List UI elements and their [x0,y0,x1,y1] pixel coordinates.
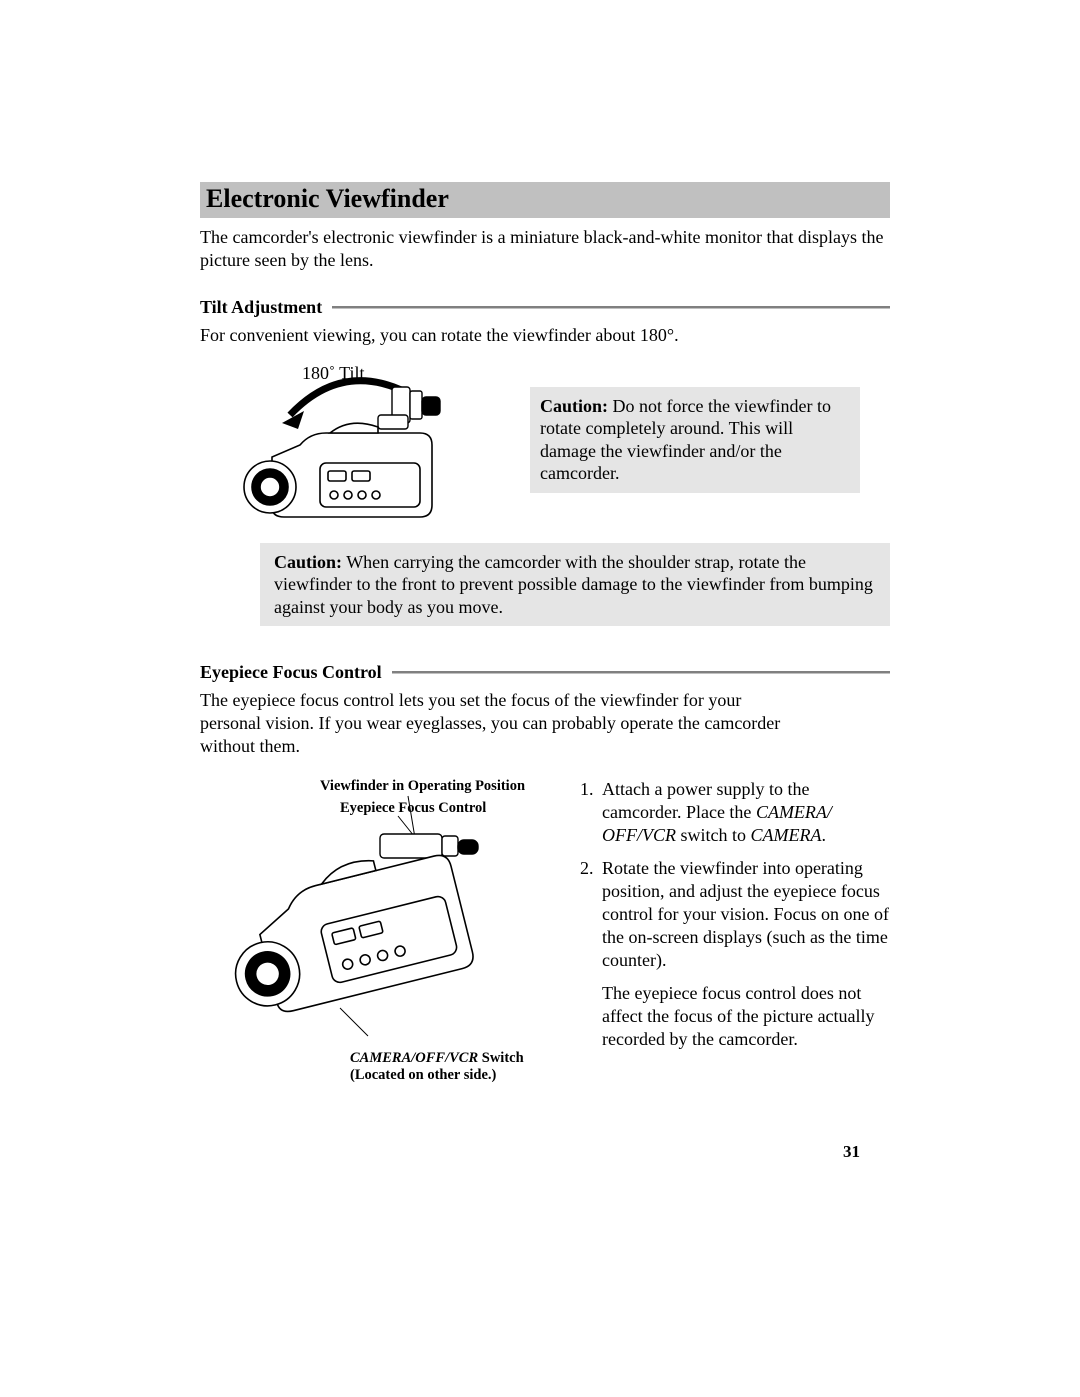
tilt-label: 180˚ Tilt [302,363,365,384]
caution-label: Caution: [274,552,342,572]
subheading-eyepiece: Eyepiece Focus Control [200,662,392,683]
switch-label-italic: CAMERA/OFF/VCR [350,1050,478,1066]
fig2-label-focus: Eyepiece Focus Control [340,800,486,817]
step-number: 1. [580,778,602,847]
subheading-row-eyepiece: Eyepiece Focus Control [200,662,890,683]
switch-label-rest: Switch [478,1050,524,1066]
step-number: 2. [580,857,602,972]
manual-page: Electronic Viewfinder The camcorder's el… [200,182,890,1051]
section-title-bar: Electronic Viewfinder [200,182,890,218]
subheading-tilt: Tilt Adjustment [200,297,332,318]
intro-paragraph: The camcorder's electronic viewfinder is… [200,226,890,271]
instruction-list: 1. Attach a power supply to the camcorde… [580,778,890,1051]
subheading-rule [392,671,890,674]
fig2-label-switch: CAMERA/OFF/VCR Switch (Located on other … [350,1050,524,1084]
eyepiece-note: The eyepiece focus control does not affe… [602,982,890,1051]
step-1: 1. Attach a power supply to the camcorde… [580,778,890,847]
step-body: Rotate the viewfinder into operating pos… [602,857,890,972]
camcorder-figure-1: 180˚ Tilt [230,367,510,537]
caution-label: Caution: [540,396,608,416]
fig2-label-viewfinder: Viewfinder in Operating Position [320,778,525,795]
subheading-rule [332,306,890,309]
figure-row-2: Viewfinder in Operating Position Eyepiec… [200,778,890,1051]
caution-text: When carrying the camcorder with the sho… [274,552,873,617]
step-2: 2. Rotate the viewfinder into operating … [580,857,890,972]
camcorder-icon [230,367,490,537]
switch-label-line2: (Located on other side.) [350,1067,496,1083]
caution-box-2: Caution: When carrying the camcorder wit… [260,543,890,627]
subheading-row-tilt: Tilt Adjustment [200,297,890,318]
page-title: Electronic Viewfinder [206,184,884,214]
eyepiece-body: The eyepiece focus control lets you set … [200,689,800,758]
page-number: 31 [843,1142,860,1162]
tilt-body: For convenient viewing, you can rotate t… [200,324,890,347]
step-body: Attach a power supply to the camcorder. … [602,778,890,847]
camcorder-figure-2: Viewfinder in Operating Position Eyepiec… [220,778,560,1048]
figure-row-1: 180˚ Tilt [200,367,890,537]
caution-box-1: Caution: Do not force the viewfinder to … [530,387,860,493]
camcorder-icon [220,778,540,1048]
